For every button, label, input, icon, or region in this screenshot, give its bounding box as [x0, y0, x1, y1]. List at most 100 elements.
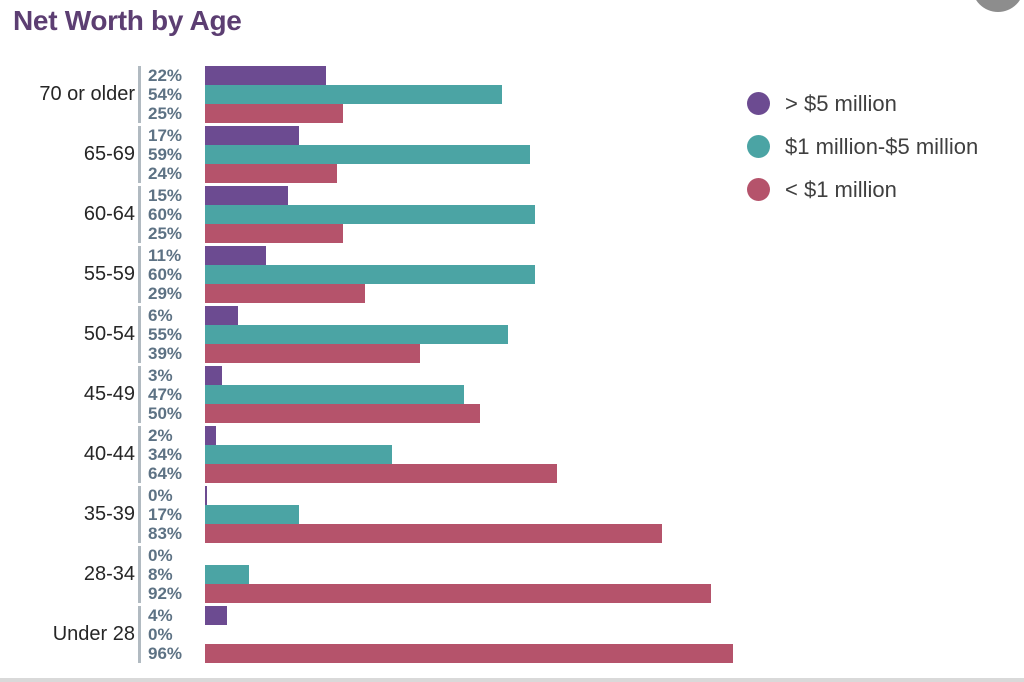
bar-segment [205, 644, 733, 663]
bar-rows: 4% 0% 96% [141, 606, 733, 663]
bar-value-label: 8% [148, 565, 173, 584]
bar-value-label: 47% [148, 385, 183, 404]
bar-segment [205, 85, 502, 104]
bar-row: 17% [141, 126, 530, 145]
legend-label: < $1 million [785, 176, 897, 202]
bar-rows: 0% 8% 92% [141, 546, 711, 603]
bar-segment [205, 66, 326, 85]
bar-row: 2% [141, 426, 557, 445]
age-group-row: 60-64 15% 60% 25% [0, 186, 733, 243]
age-group-row: 35-39 0% 17% 83% [0, 486, 733, 543]
axis-tick-line [138, 246, 141, 303]
legend-dot [747, 92, 770, 115]
bar-rows: 6% 55% 39% [141, 306, 508, 363]
floating-button[interactable] [972, 0, 1024, 12]
bar-segment [205, 584, 711, 603]
legend-dot [747, 178, 770, 201]
bar-rows: 2% 34% 64% [141, 426, 557, 483]
bar-row: 11% [141, 246, 535, 265]
bar-value-label: 17% [148, 505, 183, 524]
bar-value-label: 50% [148, 404, 183, 423]
bar-segment [205, 164, 337, 183]
bar-value-label: 4% [148, 606, 173, 625]
legend: > $5 million $1 million-$5 million < $1 mi… [747, 91, 978, 221]
bar-row: 64% [141, 464, 557, 483]
age-group-label: 60-64 [83, 203, 135, 225]
bar-value-label: 22% [148, 66, 183, 85]
bar-row: 59% [141, 145, 530, 164]
bar-rows: 3% 47% 50% [141, 366, 480, 423]
bar-rows: 17% 59% 24% [141, 126, 530, 183]
bar-row: 0% [141, 486, 662, 505]
bar-row: 60% [141, 265, 535, 284]
bar-row: 3% [141, 366, 480, 385]
bar-chart: 70 or older 22% 54% 25% 65-69 17% 59% 24% 60-64 1… [0, 66, 733, 666]
age-group-row: 55-59 11% 60% 29% [0, 246, 733, 303]
bar-segment [205, 344, 420, 363]
bar-row: 0% [141, 625, 733, 644]
legend-dot [747, 135, 770, 158]
legend-item: < $1 million [747, 176, 978, 202]
axis-tick-line [138, 486, 141, 543]
axis-tick-line [138, 186, 141, 243]
bar-value-label: 0% [148, 546, 173, 565]
axis-tick-line [138, 426, 141, 483]
bar-row: 39% [141, 344, 508, 363]
age-group-label: 55-59 [83, 263, 135, 285]
bar-row: 17% [141, 505, 662, 524]
bar-rows: 15% 60% 25% [141, 186, 535, 243]
age-group-label: 65-69 [83, 143, 135, 165]
bar-segment [205, 224, 343, 243]
age-group-label: 70 or older [39, 83, 135, 105]
bar-row: 29% [141, 284, 535, 303]
bar-value-label: 25% [148, 224, 183, 243]
bar-value-label: 60% [148, 205, 183, 224]
bar-value-label: 6% [148, 306, 173, 325]
bar-row: 47% [141, 385, 480, 404]
bar-segment [205, 246, 266, 265]
axis-tick-line [138, 306, 141, 363]
bar-rows: 22% 54% 25% [141, 66, 502, 123]
bar-value-label: 60% [148, 265, 183, 284]
bar-value-label: 2% [148, 426, 173, 445]
bar-segment [205, 104, 343, 123]
bar-segment [205, 126, 299, 145]
bar-value-label: 96% [148, 644, 183, 663]
age-group-row: 65-69 17% 59% 24% [0, 126, 733, 183]
bar-row: 92% [141, 584, 711, 603]
bar-row: 0% [141, 546, 711, 565]
axis-tick-line [138, 546, 141, 603]
bar-segment [205, 325, 508, 344]
bar-value-label: 15% [148, 186, 183, 205]
bar-row: 34% [141, 445, 557, 464]
bar-value-label: 17% [148, 126, 183, 145]
bar-value-label: 54% [148, 85, 183, 104]
bar-row: 24% [141, 164, 530, 183]
bar-value-label: 25% [148, 104, 183, 123]
bar-rows: 0% 17% 83% [141, 486, 662, 543]
age-group-row: 70 or older 22% 54% 25% [0, 66, 733, 123]
bar-row: 15% [141, 186, 535, 205]
bar-row: 60% [141, 205, 535, 224]
bar-segment [205, 565, 249, 584]
bar-row: 83% [141, 524, 662, 543]
bar-segment [205, 445, 392, 464]
bar-value-label: 0% [148, 625, 173, 644]
bar-value-label: 64% [148, 464, 183, 483]
bar-value-label: 11% [148, 246, 182, 265]
bar-segment [205, 426, 216, 445]
axis-tick-line [138, 606, 141, 663]
age-group-row: 45-49 3% 47% 50% [0, 366, 733, 423]
bar-value-label: 55% [148, 325, 183, 344]
bar-segment [205, 306, 238, 325]
bar-row: 25% [141, 104, 502, 123]
bar-value-label: 83% [148, 524, 183, 543]
bar-segment [205, 486, 207, 505]
bar-row: 6% [141, 306, 508, 325]
bar-segment [205, 404, 480, 423]
bar-row: 55% [141, 325, 508, 344]
bar-rows: 11% 60% 29% [141, 246, 535, 303]
bar-segment [205, 366, 222, 385]
age-group-label: 28-34 [83, 563, 135, 585]
